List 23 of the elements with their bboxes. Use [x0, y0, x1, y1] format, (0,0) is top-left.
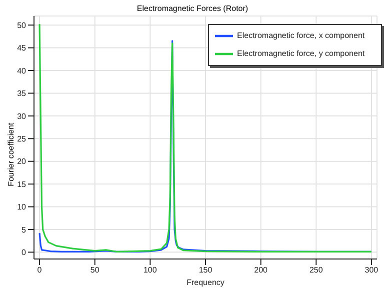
y-tick-label: 40 — [17, 66, 27, 76]
x-tick-label: 250 — [309, 266, 324, 275]
y-tick-label: 15 — [17, 180, 27, 189]
y-tick-label: 45 — [17, 44, 27, 53]
x-tick-label: 150 — [198, 266, 213, 275]
y-tick-label: 25 — [17, 134, 27, 144]
x-axis-title: Frequency — [186, 278, 224, 287]
y-tick-label: 20 — [17, 157, 27, 166]
y-tick-label: 0 — [22, 248, 27, 258]
y-tick-label: 30 — [17, 112, 27, 121]
x-tick-label: 300 — [364, 266, 379, 275]
y-tick-label: 35 — [17, 89, 27, 98]
y-tick-label: 5 — [22, 225, 27, 234]
y-tick-label: 10 — [17, 202, 27, 212]
legend-label: Electromagnetic force, y component — [237, 49, 365, 58]
y-tick-label: 50 — [17, 20, 27, 30]
legend-label: Electromagnetic force, x component — [237, 31, 365, 40]
x-tick-label: 200 — [254, 266, 268, 275]
x-tick-label: 0 — [37, 266, 42, 275]
y-axis-title: Fourier coefficient — [6, 122, 16, 188]
x-tick-label: 50 — [90, 266, 100, 275]
chart-title: Electromagnetic Forces (Rotor) — [136, 4, 250, 13]
x-tick-label: 100 — [144, 266, 158, 275]
